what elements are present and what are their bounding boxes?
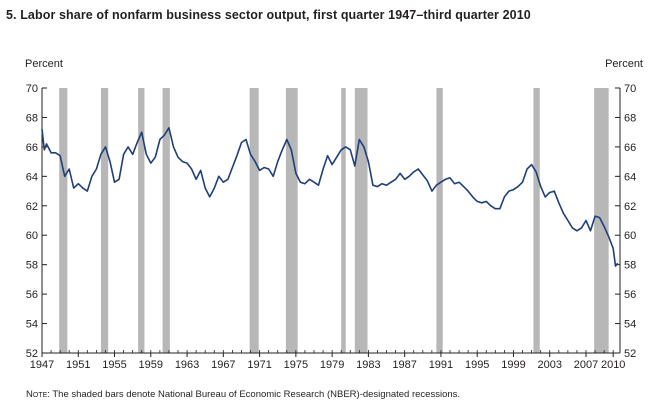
footnote-label: Note: [26, 389, 50, 400]
recession-bar [162, 88, 170, 353]
recession-bar [100, 88, 109, 353]
y-tick-label-left: 52 [26, 348, 38, 360]
x-tick-label: 1999 [501, 359, 525, 371]
x-tick-label: 1987 [392, 359, 416, 371]
y-tick-label-right: 60 [624, 230, 636, 242]
y-axis-label-right: Percent [605, 58, 643, 70]
y-tick-label-right: 62 [624, 201, 636, 213]
recession-bar [249, 88, 259, 353]
y-tick-label-right: 64 [624, 171, 636, 183]
y-tick-label-right: 52 [624, 348, 636, 360]
recession-bar [436, 88, 443, 353]
x-tick-label: 1959 [139, 359, 163, 371]
y-tick-label-right: 54 [624, 319, 636, 331]
x-tick-label: 2007 [574, 359, 598, 371]
x-tick-label: 2003 [537, 359, 561, 371]
x-tick-label: 1983 [356, 359, 380, 371]
y-tick-label-left: 58 [26, 260, 38, 272]
footnote-text: The shaded bars denote National Bureau o… [52, 389, 461, 400]
recession-bar [354, 88, 368, 353]
chart-title: 5. Labor share of nonfarm business secto… [6, 8, 531, 22]
y-tick-label-right: 56 [624, 289, 636, 301]
y-axis-label-left: Percent [25, 58, 63, 70]
y-tick-label-left: 62 [26, 201, 38, 213]
recession-bars [59, 88, 609, 353]
y-tick-label-left: 70 [26, 83, 38, 95]
x-tick-label: 1995 [465, 359, 489, 371]
y-tick-label-right: 58 [624, 260, 636, 272]
x-tick-label: 1951 [66, 359, 90, 371]
axes: 52 52 54 54 56 56 58 58 60 60 62 62 64 64 66 66 68 68 70 70… [26, 83, 637, 371]
y-tick-label-left: 66 [26, 142, 38, 154]
x-tick-label: 1947 [30, 359, 54, 371]
y-tick-label-left: 68 [26, 112, 38, 124]
series-line [41, 127, 619, 267]
x-tick-label: 1975 [284, 359, 308, 371]
recession-bar [341, 88, 346, 353]
x-tick-label: 1963 [175, 359, 199, 371]
recession-bar [138, 88, 145, 353]
y-tick-label-left: 60 [26, 230, 38, 242]
series [41, 127, 619, 267]
x-tick-label: 2010 [601, 359, 625, 371]
y-tick-label-right: 68 [624, 112, 636, 124]
x-tick-label: 1955 [102, 359, 126, 371]
y-tick-label-left: 64 [26, 171, 38, 183]
recession-bar [533, 88, 540, 353]
y-tick-label-right: 66 [624, 142, 636, 154]
recession-bar [285, 88, 298, 353]
recession-bar [59, 88, 68, 353]
y-tick-label-left: 56 [26, 289, 38, 301]
x-tick-label: 1971 [247, 359, 271, 371]
footnote: Note: The shaded bars denote National Bu… [26, 389, 460, 400]
x-tick-label: 1991 [429, 359, 453, 371]
y-tick-label-left: 54 [26, 319, 38, 331]
x-tick-label: 1967 [211, 359, 235, 371]
x-tick-label: 1979 [320, 359, 344, 371]
y-tick-label-right: 70 [624, 83, 636, 95]
